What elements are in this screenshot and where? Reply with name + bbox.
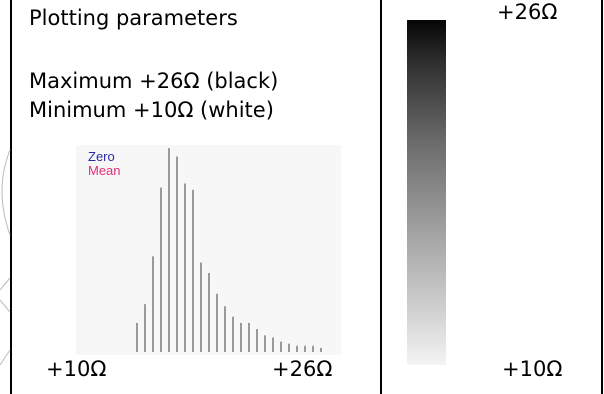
colorbar-bottom-label: +10Ω [502, 357, 562, 381]
x-axis-min-label: +10Ω [46, 357, 106, 381]
right-border [601, 0, 603, 394]
legend-mean: Mean [88, 164, 121, 178]
colorbar-top-label: +26Ω [497, 0, 557, 24]
x-axis-max-label: +26Ω [272, 357, 332, 381]
middle-divider [380, 0, 382, 394]
histogram-chart [0, 0, 380, 394]
colorbar-gradient [407, 20, 446, 365]
legend-zero: Zero [88, 150, 115, 164]
